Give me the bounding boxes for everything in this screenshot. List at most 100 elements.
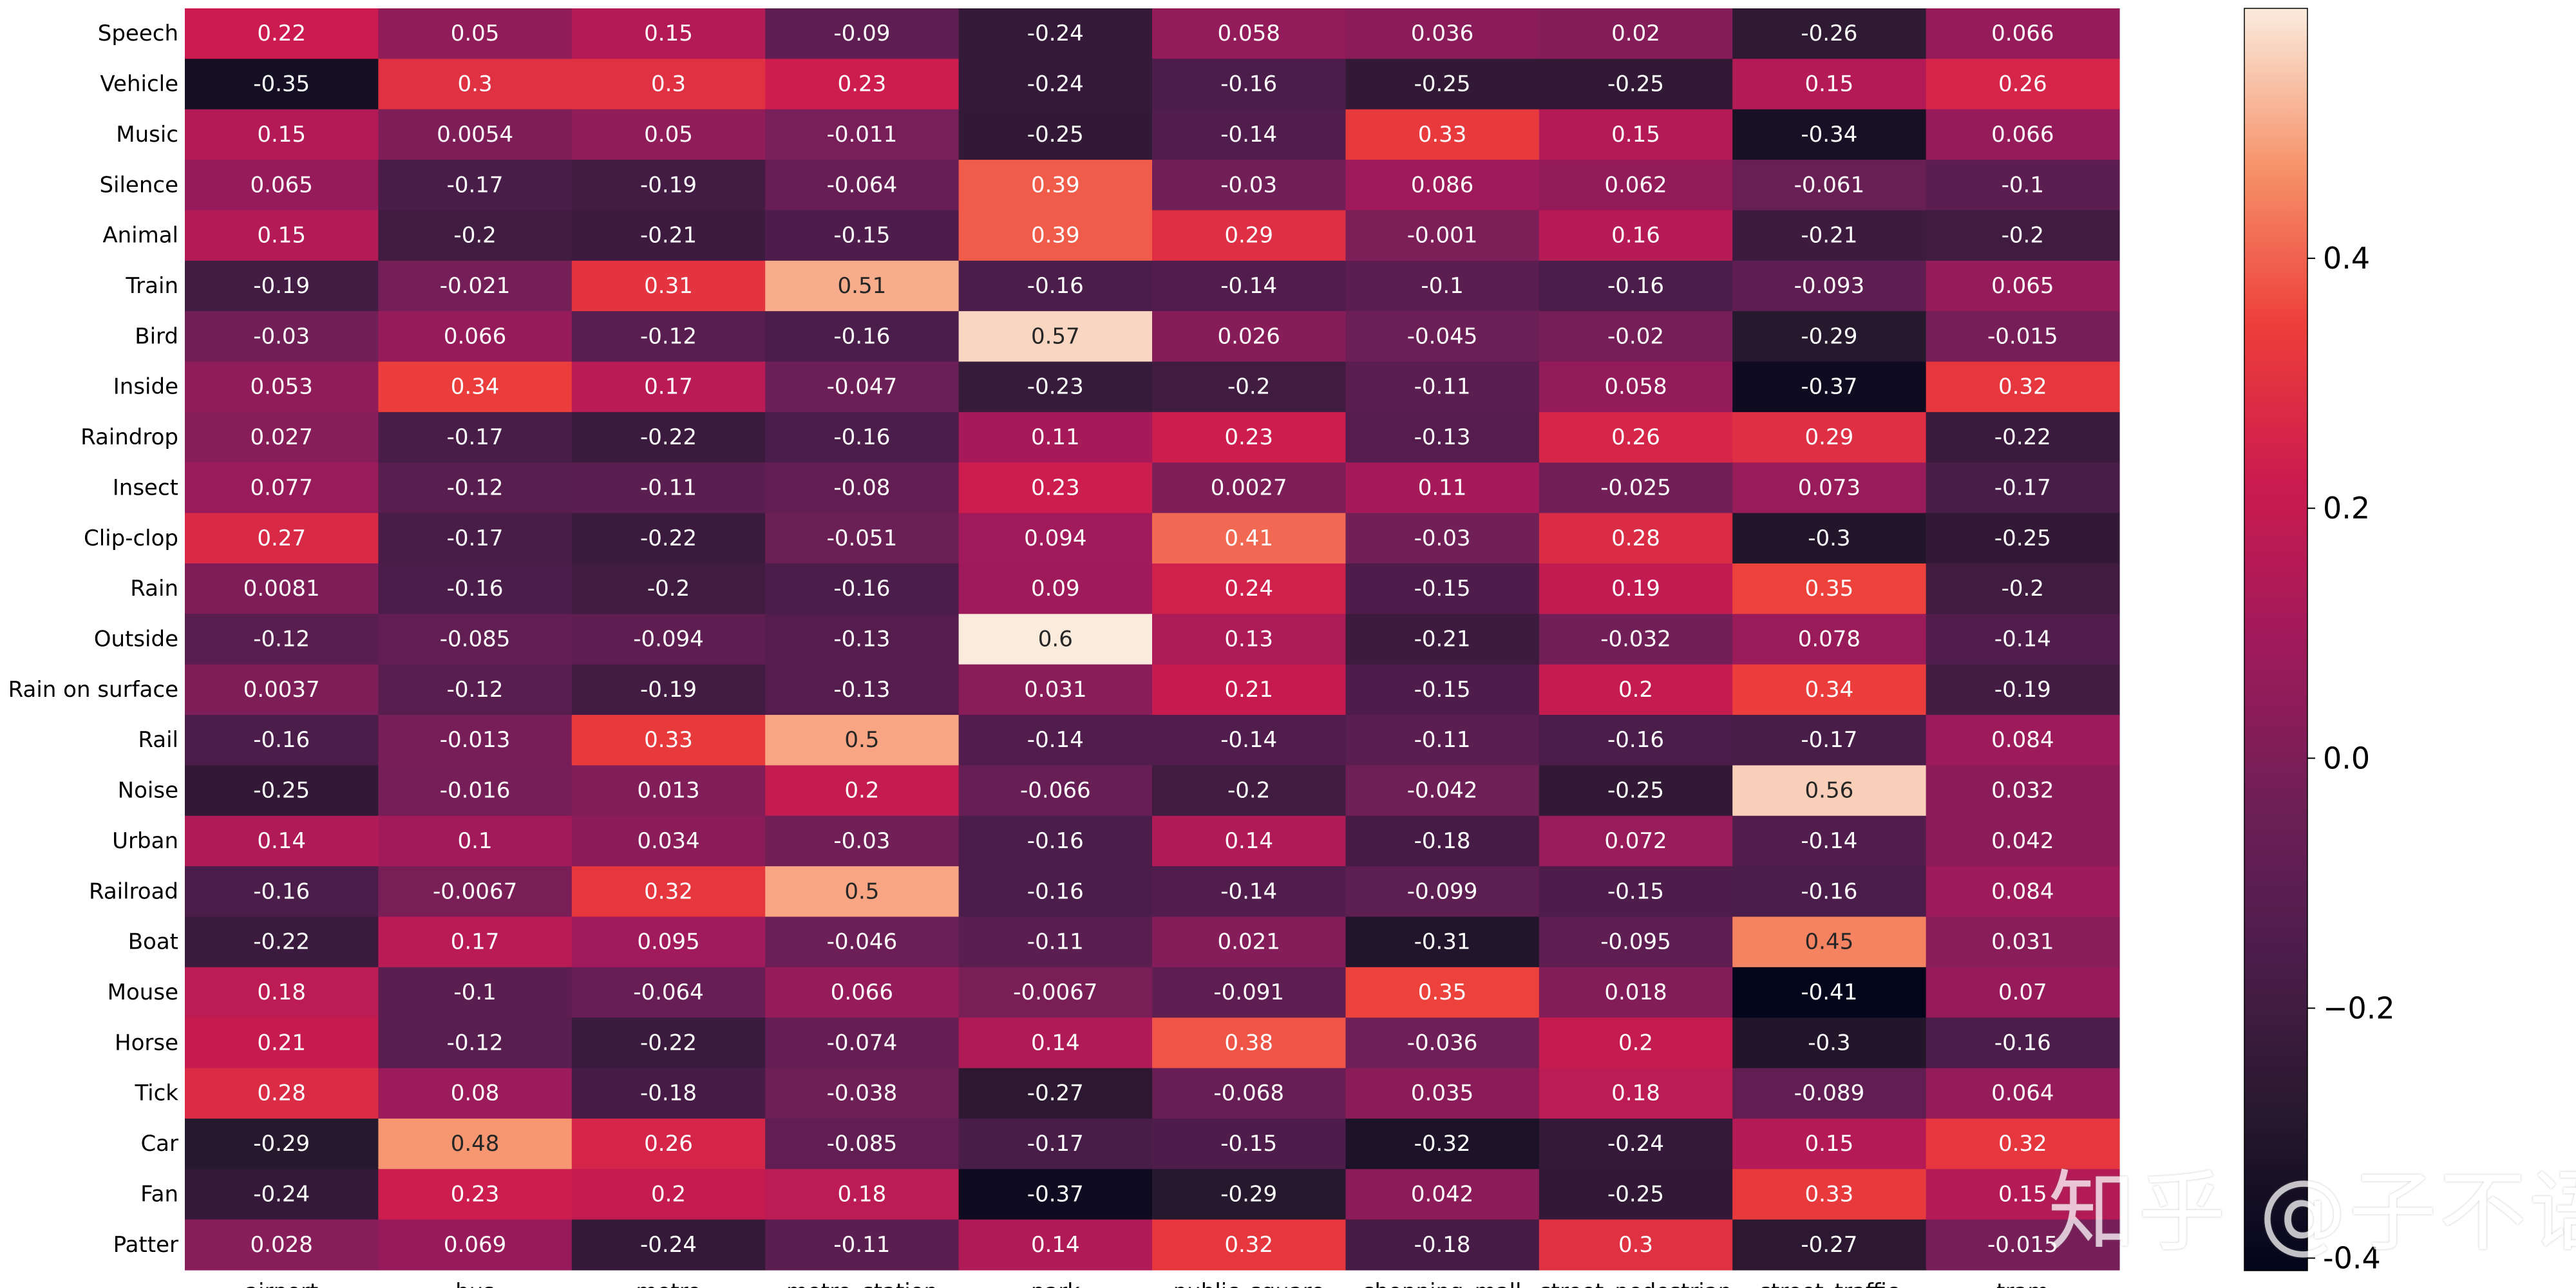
- cell-value-label: 0.09: [1031, 576, 1080, 601]
- cell-value-label: -0.25: [1414, 71, 1471, 97]
- cell-value-label: -0.064: [827, 172, 898, 198]
- heatmap-cell: [1926, 59, 2120, 110]
- heatmap-cell: [1152, 765, 1346, 817]
- heatmap-cell: [1926, 967, 2120, 1018]
- heatmap-cell: [378, 866, 573, 918]
- cell-value-label: 0.32: [1998, 1131, 2047, 1157]
- cell-value-label: 0.0037: [243, 677, 320, 703]
- cell-value-label: 0.32: [1998, 374, 2047, 400]
- cell-value-label: 0.28: [1611, 526, 1660, 551]
- heatmap-cell: [765, 1068, 960, 1119]
- heatmap-cell: [1732, 210, 1927, 261]
- heatmap-cell: [1539, 8, 1733, 59]
- cell-value-label: 0.077: [251, 475, 313, 500]
- cell-value-label: -0.19: [1994, 677, 2051, 703]
- heatmap-cell: [571, 1219, 766, 1271]
- heatmap-cell: [958, 563, 1153, 614]
- cell-value-label: -0.27: [1801, 1232, 1857, 1258]
- cell-value-label: 0.18: [1611, 1081, 1660, 1106]
- heatmap-cell: [958, 1219, 1153, 1271]
- heatmap-cell: [1152, 866, 1346, 918]
- cell-value-label: 0.23: [1031, 475, 1080, 500]
- cell-value-label: 0.3: [458, 71, 493, 97]
- heatmap-cell: [958, 210, 1153, 261]
- cell-value-label: 0.15: [1805, 1131, 1854, 1157]
- cell-value-label: -0.011: [827, 122, 898, 147]
- cell-value-label: -0.25: [1607, 1181, 1664, 1207]
- heatmap-cell: [1345, 160, 1540, 211]
- cell-value-label: 0.22: [257, 21, 306, 46]
- heatmap-cell: [571, 1169, 766, 1220]
- row-label: Horse: [115, 1030, 178, 1056]
- heatmap-cell: [571, 664, 766, 715]
- cell-value-label: -0.17: [1027, 1131, 1084, 1157]
- row-label: Tick: [134, 1081, 178, 1106]
- cell-value-label: -0.27: [1027, 1081, 1084, 1106]
- column-label: metro: [636, 1279, 701, 1288]
- heatmap-cell: [1345, 765, 1540, 817]
- heatmap-cell: [571, 210, 766, 261]
- cell-value-label: 0.26: [1998, 71, 2047, 97]
- cell-value-label: 0.18: [838, 1181, 887, 1207]
- cell-value-label: -0.001: [1407, 223, 1478, 249]
- heatmap-cell: [1152, 916, 1346, 968]
- heatmap-cell: [1732, 412, 1927, 463]
- heatmap-cell: [1345, 260, 1540, 312]
- cell-value-label: -0.15: [1414, 576, 1471, 601]
- heatmap-cell: [765, 614, 960, 665]
- heatmap-cell: [958, 1068, 1153, 1119]
- heatmap-cell: [185, 664, 379, 715]
- cell-value-label: -0.16: [833, 576, 890, 601]
- cell-value-label: -0.013: [440, 727, 511, 753]
- heatmap-cell: [571, 412, 766, 463]
- heatmap-cell: [378, 8, 573, 59]
- heatmap-cell: [765, 866, 960, 918]
- cell-value-label: 0.21: [1224, 677, 1273, 703]
- heatmap-cell: [185, 815, 379, 867]
- heatmap-cell: [765, 210, 960, 261]
- cell-value-label: -0.14: [1220, 273, 1277, 299]
- heatmap-cell: [378, 1219, 573, 1271]
- cell-value-label: 0.0081: [243, 576, 320, 601]
- heatmap-cell: [1926, 614, 2120, 665]
- heatmap-cell: [1926, 1068, 2120, 1119]
- cell-value-label: 0.39: [1031, 223, 1080, 249]
- cell-value-label: -0.16: [1607, 273, 1664, 299]
- heatmap-cell: [1345, 462, 1540, 514]
- cell-value-label: -0.15: [1414, 677, 1471, 703]
- heatmap-cell: [571, 311, 766, 363]
- heatmap-cell: [958, 715, 1153, 766]
- column-label: metro_station: [786, 1279, 938, 1288]
- cell-value-label: -0.12: [447, 1030, 504, 1056]
- cell-value-label: -0.14: [1027, 727, 1084, 753]
- heatmap-cell: [185, 160, 379, 211]
- cell-value-label: 0.031: [1024, 677, 1086, 703]
- row-label: Bird: [135, 323, 178, 349]
- heatmap-cell: [1345, 361, 1540, 413]
- heatmap-cell: [1152, 815, 1346, 867]
- cell-value-label: -0.24: [1027, 71, 1084, 97]
- heatmap-cell: [1345, 967, 1540, 1018]
- cell-value-label: -0.2: [1227, 778, 1270, 804]
- cell-value-label: 0.0027: [1211, 475, 1287, 500]
- cell-value-label: -0.16: [1027, 273, 1084, 299]
- cell-value-label: 0.28: [257, 1081, 306, 1106]
- heatmap-cell: [1152, 8, 1346, 59]
- heatmap-cell: [1152, 1068, 1346, 1119]
- column-label: tram: [1996, 1279, 2049, 1288]
- cell-value-label: 0.3: [651, 71, 686, 97]
- heatmap-cell: [185, 1169, 379, 1220]
- heatmap-cell: [1926, 1018, 2120, 1069]
- heatmap-cell: [765, 59, 960, 110]
- cell-value-label: -0.02: [1607, 323, 1664, 349]
- heatmap-cell: [958, 1169, 1153, 1220]
- row-label: Rain on surface: [8, 677, 178, 703]
- column-label: street_traffic: [1759, 1279, 1899, 1288]
- heatmap-cell: [765, 967, 960, 1018]
- cell-value-label: -0.25: [253, 778, 310, 804]
- cell-value-label: -0.37: [1027, 1181, 1084, 1207]
- row-label: Car: [140, 1131, 178, 1157]
- heatmap-cell: [378, 967, 573, 1018]
- heatmap-cell: [1732, 1118, 1927, 1170]
- heatmap-cell: [1926, 513, 2120, 564]
